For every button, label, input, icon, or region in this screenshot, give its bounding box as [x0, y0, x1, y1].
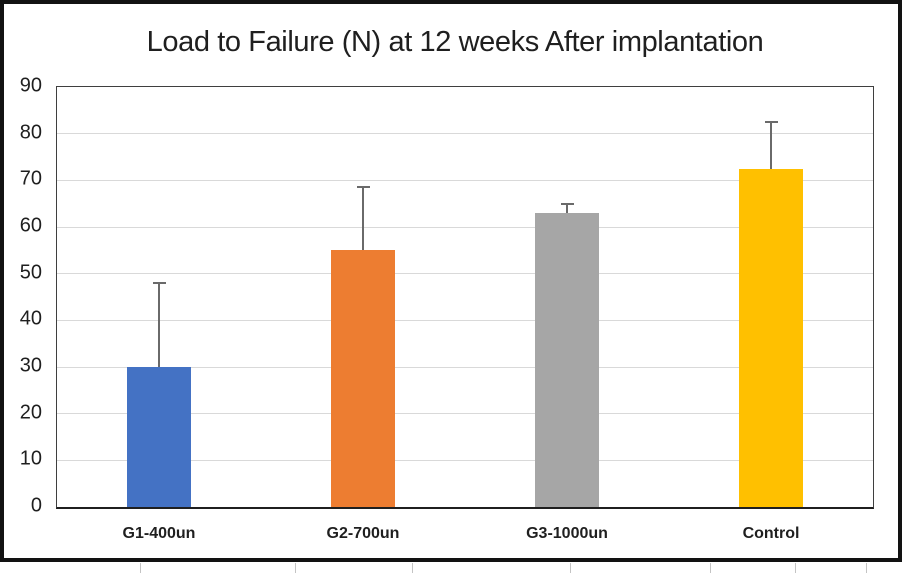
bottom-edge-tick: [140, 563, 141, 573]
y-axis-tick-label: 30: [19, 354, 42, 377]
x-axis: G1-400un G2-700un G3-1000un Control: [56, 521, 874, 547]
gridline: [57, 133, 873, 135]
gridline: [57, 226, 873, 228]
error-bar-cap: [152, 282, 166, 284]
y-axis-tick-label: 80: [19, 121, 42, 144]
bottom-edge-tick: [866, 563, 867, 573]
bottom-edge-tick: [412, 563, 413, 573]
error-bar-whisker: [158, 283, 160, 367]
y-axis-tick-label: 0: [30, 494, 42, 517]
x-axis-category-label: G3-1000un: [526, 525, 608, 542]
plot-area: [56, 86, 874, 509]
error-bar-whisker: [770, 122, 772, 169]
gridline: [57, 273, 873, 275]
x-axis-category-label: Control: [742, 525, 800, 542]
bottom-edge-tick: [295, 563, 296, 573]
x-axis-category-label: G2-700un: [326, 525, 400, 542]
gridline: [57, 179, 873, 181]
x-axis-category-label: G1-400un: [122, 525, 196, 542]
y-axis-tick-label: 50: [19, 261, 42, 284]
y-axis-tick-label: 10: [19, 447, 42, 470]
gridline: [57, 319, 873, 321]
bottom-edge-tick: [570, 563, 571, 573]
y-axis-tick-label: 20: [19, 401, 42, 424]
y-axis: 0 10 20 30 40 50 60 70 80 90: [0, 75, 48, 517]
y-axis-tick-label: 90: [19, 74, 42, 97]
bottom-edge-tick: [710, 563, 711, 573]
error-bar-cap: [764, 121, 778, 123]
bottom-strip: [0, 562, 906, 573]
error-bar-whisker: [362, 187, 364, 251]
error-bar-whisker: [566, 203, 568, 213]
error-bar-cap: [560, 202, 574, 205]
y-axis-tick-label: 40: [19, 307, 42, 330]
error-bar-cap: [356, 186, 370, 189]
y-axis-tick-label: 70: [19, 167, 42, 190]
bottom-edge-tick: [795, 563, 796, 573]
bar-g2-700un: [331, 250, 395, 507]
bar-control: [739, 168, 803, 507]
chart-title: Load to Failure (N) at 12 weeks After im…: [146, 26, 764, 58]
gridline: [57, 459, 873, 461]
y-axis-tick-label: 60: [19, 214, 42, 237]
bar-g3-1000un: [535, 213, 599, 507]
bar-g1-400un: [127, 367, 191, 507]
gridline: [57, 413, 873, 415]
gridline: [57, 366, 873, 368]
